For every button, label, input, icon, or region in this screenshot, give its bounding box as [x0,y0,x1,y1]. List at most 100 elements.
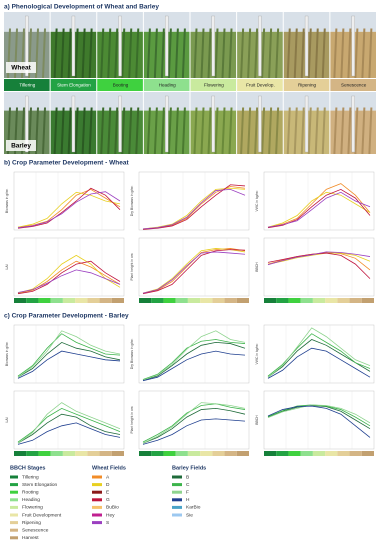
stage-label: Tillering [19,83,35,88]
legend-swatch [92,513,102,517]
photo-stem [193,107,198,155]
series-line [17,269,121,293]
legend-label: G [106,497,110,503]
photo-stem [135,28,140,79]
photo-stem [67,107,72,155]
measure-pole [25,95,29,153]
photo-stem [60,107,65,155]
stage-strip [361,298,374,303]
photo-label: Wheat [11,65,31,72]
stage-label: Ripening [298,83,317,88]
stage-strip [200,451,213,456]
photo-stem [333,107,338,155]
photo-stem [114,28,119,79]
photo-stem [128,28,133,79]
series-line [267,251,371,266]
plot-frame [13,237,125,297]
photo-stem [153,28,158,79]
y-axis-label: LAI [5,417,9,422]
stage-strip [99,298,112,303]
plot-frame [263,237,375,297]
legend-title: Barley Fields [172,465,206,471]
photo-stem [361,28,366,79]
stage-strip [288,451,301,456]
legend-label: E [106,489,109,495]
legend-label: BuBio [106,505,119,511]
stage-strip [212,451,225,456]
stage-strip [200,298,213,303]
measure-pole [165,15,169,77]
stage-strip [300,298,313,303]
y-axis-label: LAI [5,264,9,269]
stage-strip [62,451,76,456]
series-line [17,191,121,228]
measure-pole [211,95,215,153]
stage-cell [237,79,283,91]
legend-swatch [92,475,102,479]
legend-label: Hey [106,512,115,518]
stage-strip [236,298,249,303]
y-axis-label: VWC in kg/m² [255,343,259,365]
photo-stem [200,107,205,155]
photo-stem [268,107,273,155]
series-line [267,191,371,228]
legend-label: Harvest [22,535,39,541]
stage-strip [14,451,27,456]
measure-pole [258,15,262,77]
legend-swatch [92,490,102,494]
legend-swatch [172,483,182,487]
measure-pole [118,15,122,77]
series-line [142,350,246,382]
stage-strip [151,451,164,456]
photo-stem [160,28,165,79]
photo-stem [228,107,233,155]
photo-stem [293,28,298,79]
legend-label: S [106,520,109,526]
legend-label: Ripening [22,520,41,526]
measure-pole [304,15,309,77]
photo-stem [81,28,86,79]
measure-pole [118,95,122,153]
photo-stem [340,28,345,79]
series-line [267,405,371,438]
series-line [267,191,371,228]
stage-strip [14,298,27,303]
photo-stem [193,28,198,79]
photo-stem [53,107,58,155]
photo-stem [214,107,219,155]
stage-cell [50,79,97,91]
photo-label: Barley [11,143,31,150]
photo-stem [333,28,338,79]
legend-swatch [172,513,182,517]
photo-stem [181,107,186,155]
legend-swatch [10,528,18,532]
photo-stem [74,28,79,79]
stage-strip [75,451,88,456]
legend-swatch [10,483,18,487]
legend-swatch [172,490,182,494]
legend-swatch [172,505,182,509]
section-title: b) Crop Parameter Development - Wheat [4,160,129,167]
stage-strip [264,451,277,456]
legend-label: Rooting [22,489,39,495]
stage-cell [97,79,143,91]
stage-strip [175,298,188,303]
series-line [142,402,246,444]
y-axis-label: Plant height in cm [130,253,134,280]
series-line [142,407,246,444]
photo-stem [146,107,151,155]
photo-stem [42,28,46,79]
legend-label: Flowering [22,505,43,511]
photo-stem [174,107,179,155]
stage-strip [50,298,63,303]
stage-strip [337,298,350,303]
y-axis-label: Biomass in g/m² [5,341,9,366]
stage-strip [276,451,289,456]
photo-stem [261,28,266,79]
legend-label: Stem Elongation [22,482,58,488]
legend-swatch [10,498,18,502]
photo-stem [160,107,165,155]
legend-swatch [10,475,18,479]
stage-strip [312,451,326,456]
photo-stem [347,107,352,155]
